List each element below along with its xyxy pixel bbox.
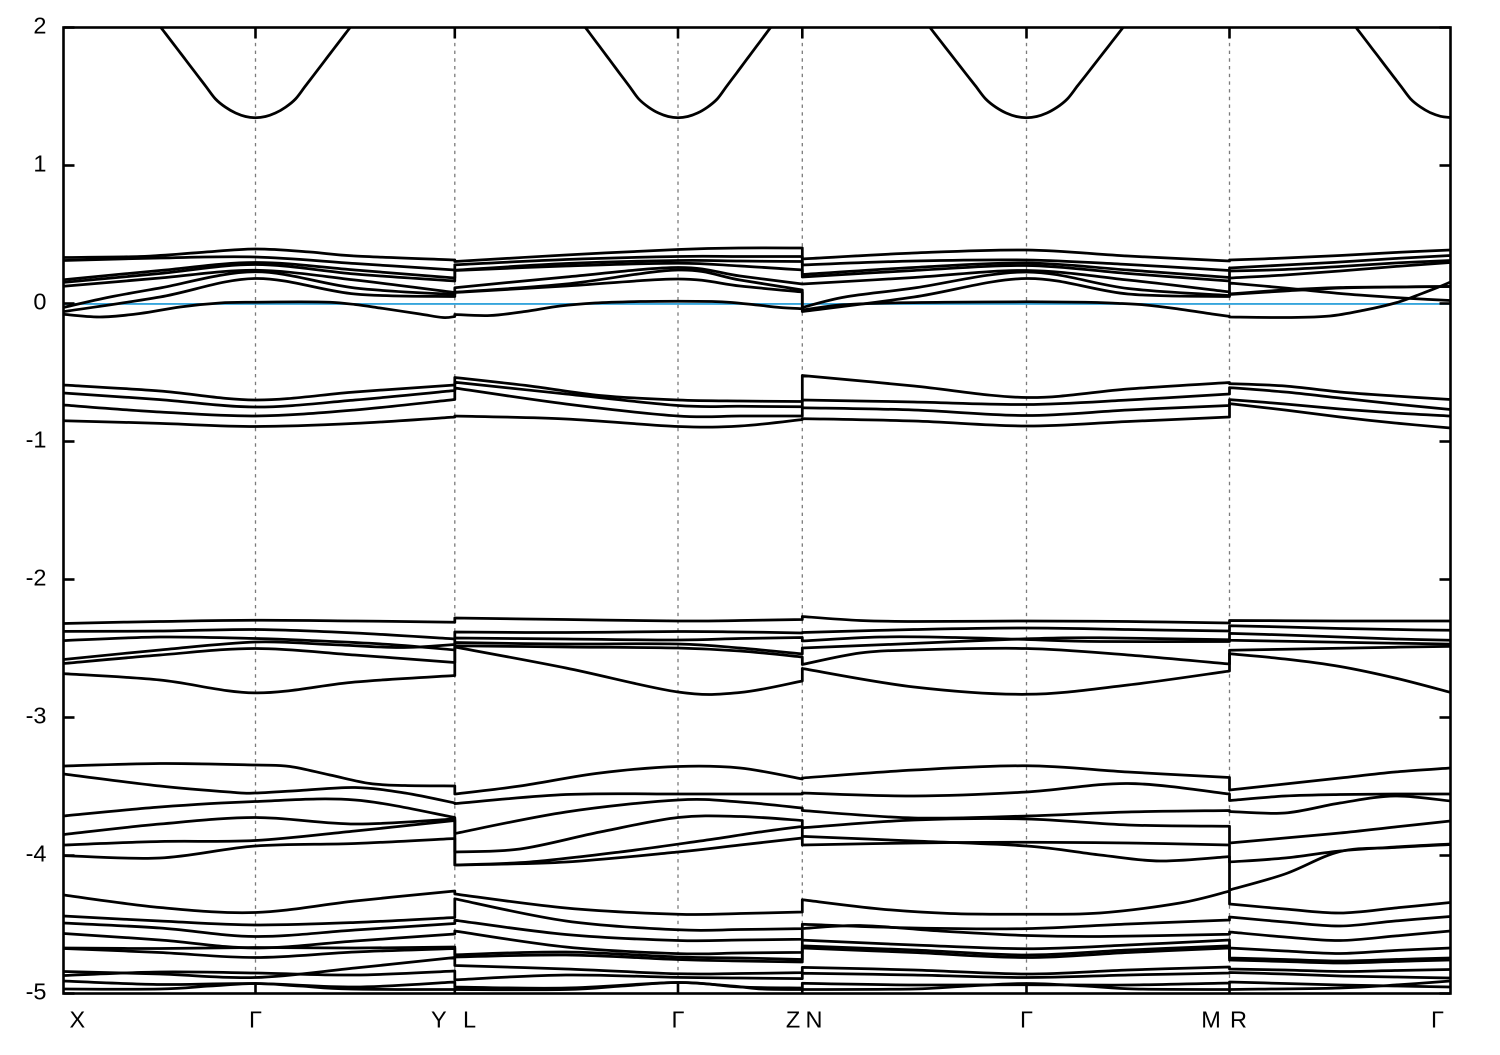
svg-text:N: N xyxy=(806,1007,823,1033)
svg-text:0: 0 xyxy=(33,289,46,315)
svg-text:Z: Z xyxy=(786,1007,800,1033)
svg-text:-1: -1 xyxy=(26,427,47,453)
svg-text:-4: -4 xyxy=(26,841,47,867)
svg-text:Γ: Γ xyxy=(249,1007,262,1033)
svg-text:-2: -2 xyxy=(26,565,47,591)
svg-text:R: R xyxy=(1230,1007,1247,1033)
svg-text:2: 2 xyxy=(33,13,46,39)
svg-text:Γ: Γ xyxy=(672,1007,685,1033)
svg-text:L: L xyxy=(463,1007,476,1033)
svg-text:Γ: Γ xyxy=(1020,1007,1033,1033)
svg-text:M: M xyxy=(1201,1007,1221,1033)
svg-text:Y: Y xyxy=(431,1007,447,1033)
svg-text:1: 1 xyxy=(33,151,46,177)
svg-text:-3: -3 xyxy=(26,703,47,729)
svg-text:X: X xyxy=(70,1007,86,1033)
svg-text:Γ: Γ xyxy=(1431,1007,1444,1033)
svg-text:-5: -5 xyxy=(26,979,47,1005)
